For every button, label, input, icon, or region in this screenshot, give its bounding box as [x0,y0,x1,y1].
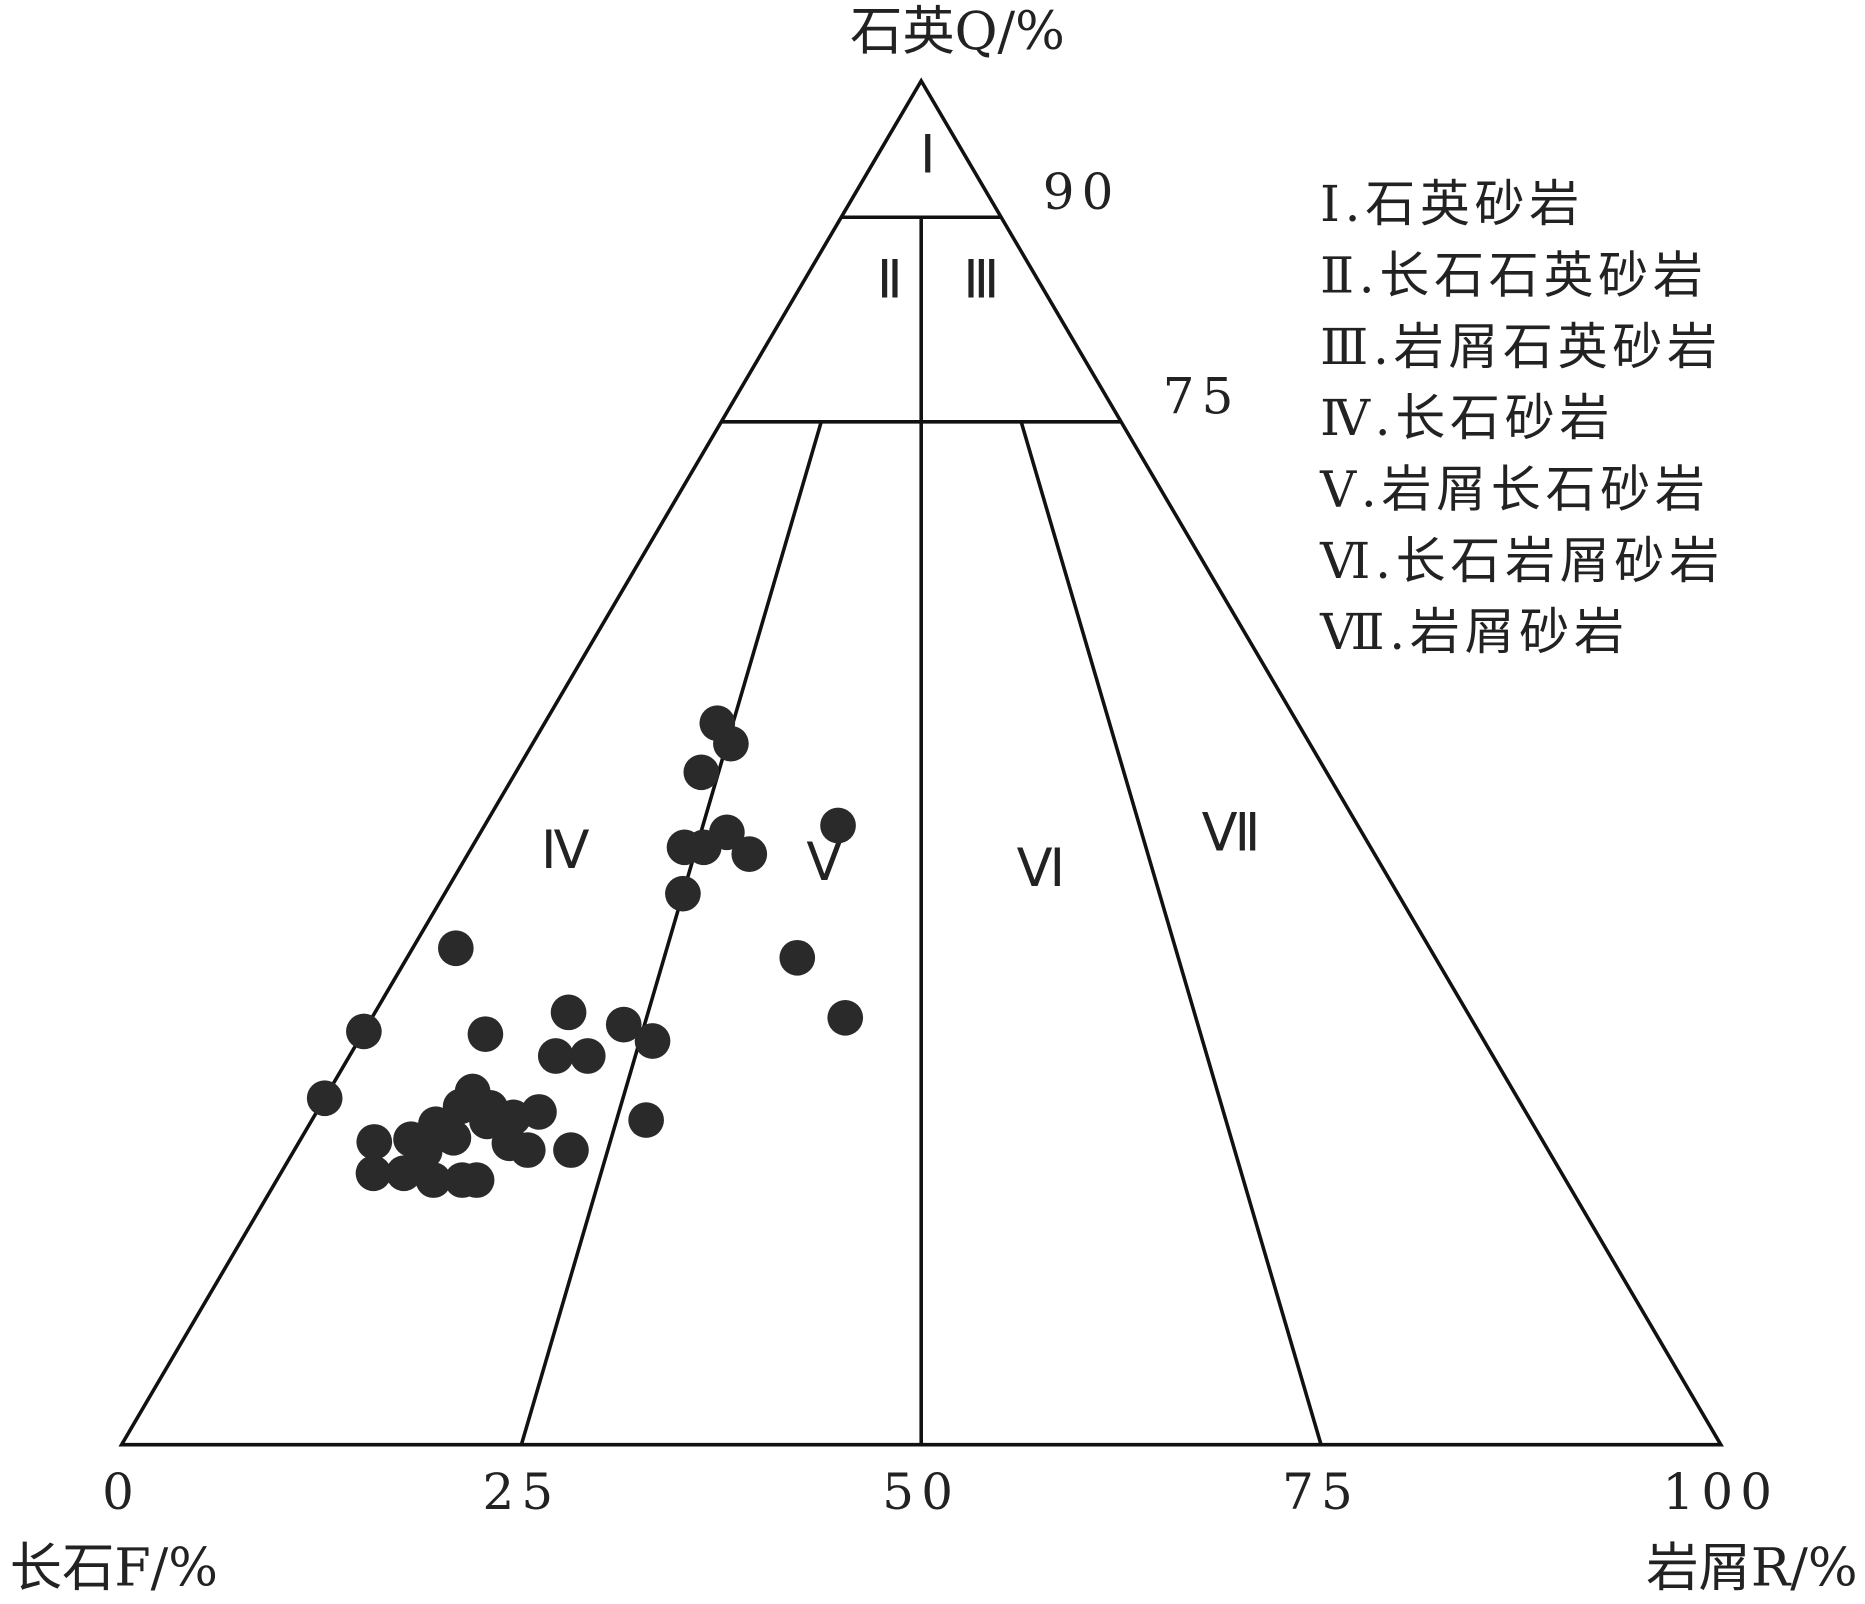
data-point [683,754,720,791]
data-point [346,1013,382,1050]
q-tick-label: 75 [1163,367,1241,425]
data-point [550,994,587,1031]
legend-entry: Ⅶ.岩屑砂岩 [1319,603,1629,661]
legend-entry: Ⅰ.石英砂岩 [1320,175,1584,233]
q-tick-label: 90 [1043,163,1121,221]
data-point [458,1162,495,1198]
ratio-line [519,421,823,1446]
data-point [634,1023,671,1059]
region-label: Ⅲ [963,251,999,309]
base-tick-label: 75 [1282,1463,1360,1521]
data-point [435,1119,472,1156]
data-point [521,1094,557,1130]
data-point [553,1132,589,1168]
data-point [386,1155,422,1192]
legend-entry: Ⅲ.岩屑石英砂岩 [1320,318,1722,376]
data-point [509,1132,546,1168]
data-point [827,999,864,1036]
data-point [685,829,722,866]
base-tick-label: 50 [882,1463,960,1521]
data-point [469,1103,505,1140]
region-label: Ⅱ [877,251,903,309]
base-tick-label: 0 [102,1463,141,1521]
data-point [628,1102,664,1138]
legend-entry: Ⅳ.长石砂岩 [1320,389,1614,447]
data-point [605,1006,642,1043]
region-label: Ⅶ [1202,804,1261,862]
data-point [467,1016,504,1052]
left-axis-label: 长石F/% [10,1537,218,1598]
region-label: Ⅳ [541,822,589,880]
data-point [820,807,856,844]
data-point [437,930,474,967]
data-point [731,836,768,872]
base-tick-label: 100 [1662,1463,1779,1521]
data-point [665,875,701,912]
region-label: Ⅴ [806,834,842,892]
data-point [442,1088,479,1125]
data-point [306,1080,343,1117]
right-axis-label: 岩屑R/% [1646,1537,1857,1598]
base-tick-label: 25 [482,1463,560,1521]
region-label: Ⅰ [920,127,935,185]
data-point [356,1124,393,1160]
data-point [713,725,749,762]
data-point [569,1038,606,1074]
legend-entry: Ⅴ.岩屑长石砂岩 [1319,460,1710,518]
legend-entry: Ⅱ.长石石英砂岩 [1320,246,1707,304]
legend-entry: Ⅵ.长石岩屑砂岩 [1319,532,1724,590]
data-point [537,1038,574,1074]
data-point [779,939,816,976]
ratio-line [1019,421,1323,1446]
data-point [415,1162,452,1198]
region-label: Ⅵ [1017,840,1065,898]
data-point [355,1155,392,1192]
top-axis-label: 石英Q/% [850,1,1065,62]
